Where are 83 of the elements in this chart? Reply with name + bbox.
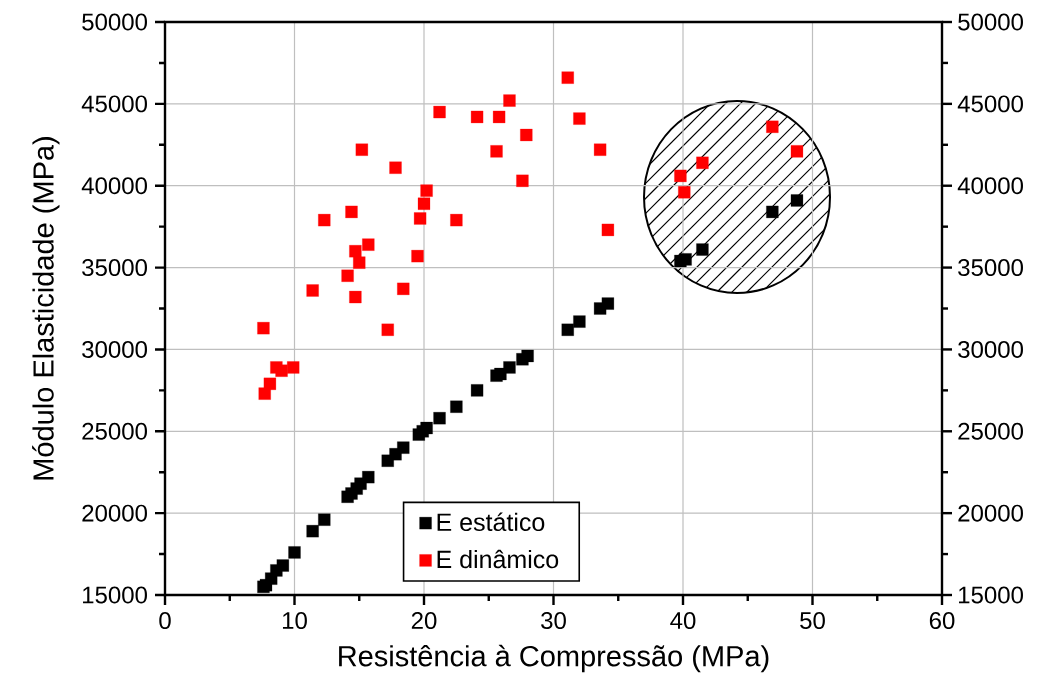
point [470,110,484,124]
point [601,297,615,310]
point [355,143,368,156]
point [414,212,427,225]
point [433,412,446,425]
y-axis-title: Módulo Elasticidade (MPa) [32,137,60,480]
point [492,110,506,124]
point [790,194,804,207]
x-tick-label: 40 [670,612,696,630]
point [349,290,362,304]
point [276,559,289,572]
point [601,223,615,237]
point [520,128,533,142]
point [389,161,402,174]
point [257,322,270,335]
point [381,323,394,336]
y2-tick-label: 35000 [958,259,1023,277]
y-tick-label: 50000 [82,13,147,31]
point [470,384,484,397]
point [411,250,424,263]
point [594,143,607,156]
x-tick-label: 50 [800,612,825,630]
point [362,238,375,251]
point [420,421,433,435]
x-tick-label: 10 [282,612,307,630]
y-tick-label: 30000 [82,340,147,358]
point [287,361,300,374]
point [362,471,375,484]
point [450,213,463,227]
point [397,282,410,295]
y2-tick-label: 15000 [959,586,1023,604]
point [490,145,503,158]
point [420,184,433,197]
point [341,269,354,282]
y2-tick-label: 50000 [958,13,1023,31]
x-axis-title: Resistência à Compressão (MPa) [339,644,769,673]
point [516,174,529,187]
y2-tick-label: 40000 [957,177,1023,195]
point [503,94,516,107]
y2-tick-label: 30000 [958,340,1023,358]
y-tick-label: 45000 [81,95,147,113]
point [433,105,446,119]
point [275,364,288,377]
point [696,243,709,256]
point [288,546,301,559]
x-tick-label: 30 [541,612,566,630]
point [674,169,687,183]
point [766,120,779,133]
point [318,213,331,227]
point [503,361,516,374]
point [349,245,362,258]
legend-label: E estático [437,512,545,532]
y2-tick-label: 25000 [958,422,1023,440]
legend-label: E dinâmico [437,549,559,569]
point [766,205,779,219]
point [678,186,691,199]
y-tick-label: 25000 [82,422,147,440]
point [417,197,431,210]
point [573,112,586,125]
x-tick-label: 20 [411,612,437,630]
point [318,513,331,526]
point [306,525,319,538]
point [679,253,692,266]
point [696,156,709,169]
point [561,71,574,84]
point [790,145,804,158]
point [263,377,277,390]
point [306,284,319,297]
point [521,349,534,363]
point [353,256,366,269]
x-tick-label: 0 [159,612,171,630]
x-tick-label: 60 [929,612,955,630]
y2-tick-label: 45000 [957,95,1023,113]
point [397,441,410,454]
point [345,205,358,219]
point [573,315,586,328]
y-tick-label: 35000 [82,259,147,277]
point [561,323,574,336]
y-tick-label: 20000 [82,504,147,522]
point [450,400,463,413]
y-tick-label: 40000 [81,177,147,195]
y2-tick-label: 20000 [958,504,1023,522]
y-tick-label: 15000 [83,586,147,604]
